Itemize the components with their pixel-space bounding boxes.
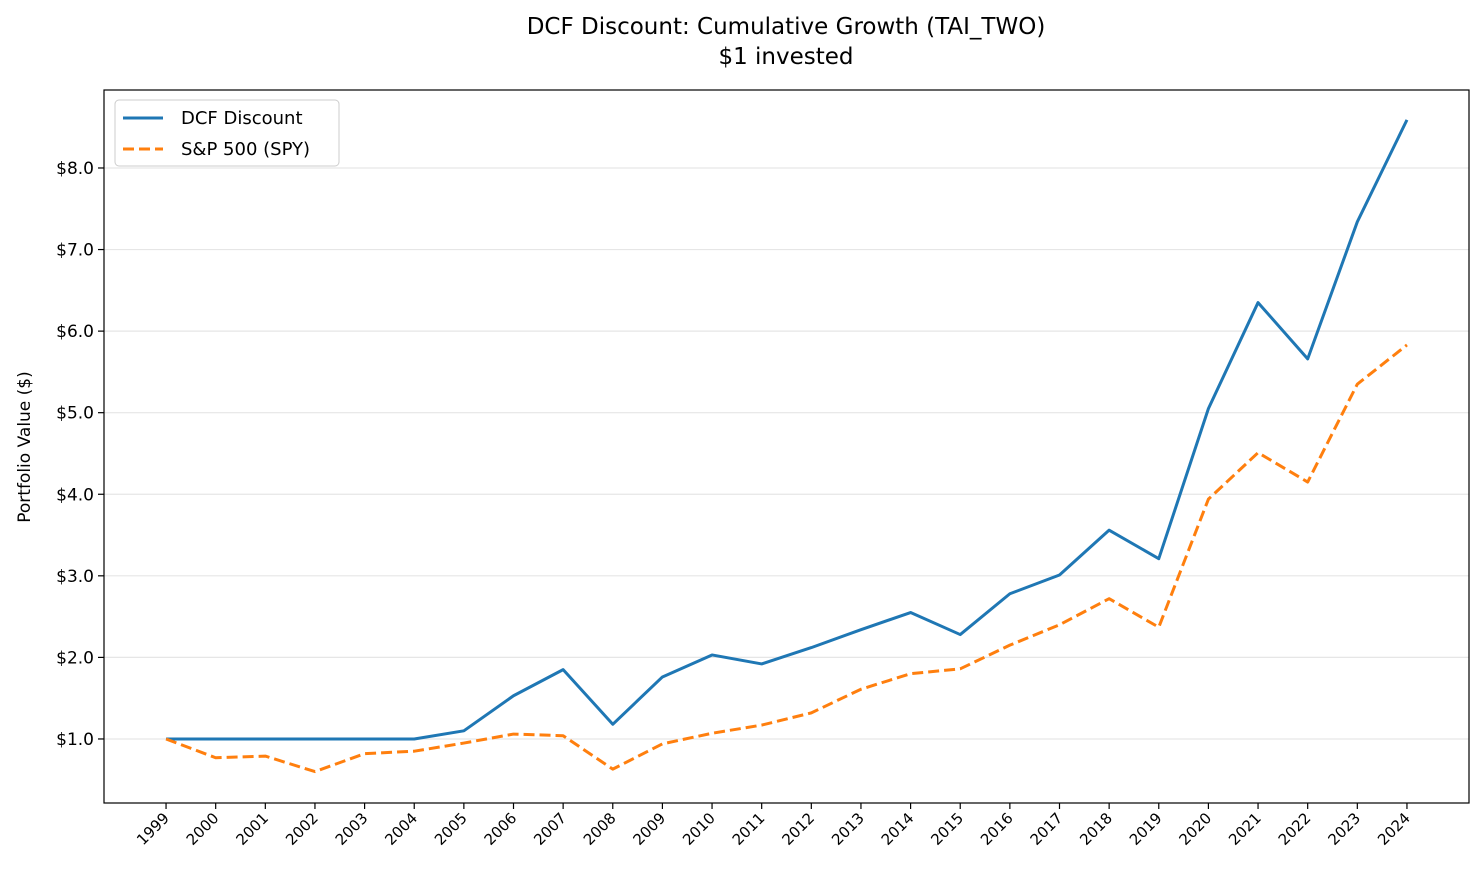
x-tick-label: 2017 [1027,809,1067,849]
y-tick-label: $4.0 [56,485,94,505]
x-tick-label: 2009 [630,809,670,849]
x-tick-label: 2018 [1076,809,1116,849]
legend-label-spy: S&P 500 (SPY) [181,139,310,160]
x-tick-label: 2000 [183,809,223,849]
chart-title: DCF Discount: Cumulative Growth (TAI_TWO… [527,14,1046,40]
x-tick-label: 2020 [1176,809,1216,849]
x-tick-label: 2003 [332,809,372,849]
y-tick-label: $5.0 [56,404,94,424]
x-tick-label: 2015 [927,809,967,849]
x-tick-label: 2019 [1126,809,1166,849]
x-tick-label: 2023 [1324,809,1364,849]
chart-subtitle: $1 invested [718,44,853,70]
x-tick-label: 2014 [878,809,918,849]
series-line-spy [165,343,1408,774]
series-line-dcf [166,119,1409,741]
x-tick-label: 2016 [977,809,1017,849]
y-tick-label: $6.0 [56,322,94,342]
x-tick-label: 2004 [381,809,421,849]
x-tick-label: 2011 [729,809,769,849]
y-tick-label: $1.0 [56,730,94,750]
y-axis-label: Portfolio Value ($) [15,371,35,523]
plot-frame [103,89,1470,804]
x-tick-label: 1999 [133,809,173,849]
y-tick-label: $8.0 [56,159,94,179]
x-tick-label: 2008 [580,809,620,849]
y-tick-label: $2.0 [56,648,94,668]
x-tick-label: 2001 [232,809,272,849]
legend-label-dcf: DCF Discount [181,108,303,129]
x-tick-label: 2010 [679,809,719,849]
x-tick-label: 2012 [778,809,818,849]
y-tick-label: $7.0 [56,241,94,261]
x-tick-label: 2021 [1225,809,1265,849]
x-tick-label: 2007 [530,809,570,849]
x-tick-label: 2005 [431,809,471,849]
x-tick-label: 2002 [282,809,322,849]
x-tick-label: 2022 [1275,809,1315,849]
y-tick-label: $3.0 [56,567,94,587]
x-tick-label: 2013 [828,809,868,849]
x-tick-label: 2006 [481,809,521,849]
x-tick-label: 2024 [1374,809,1414,849]
legend: DCF Discount S&P 500 (SPY) [114,99,340,167]
